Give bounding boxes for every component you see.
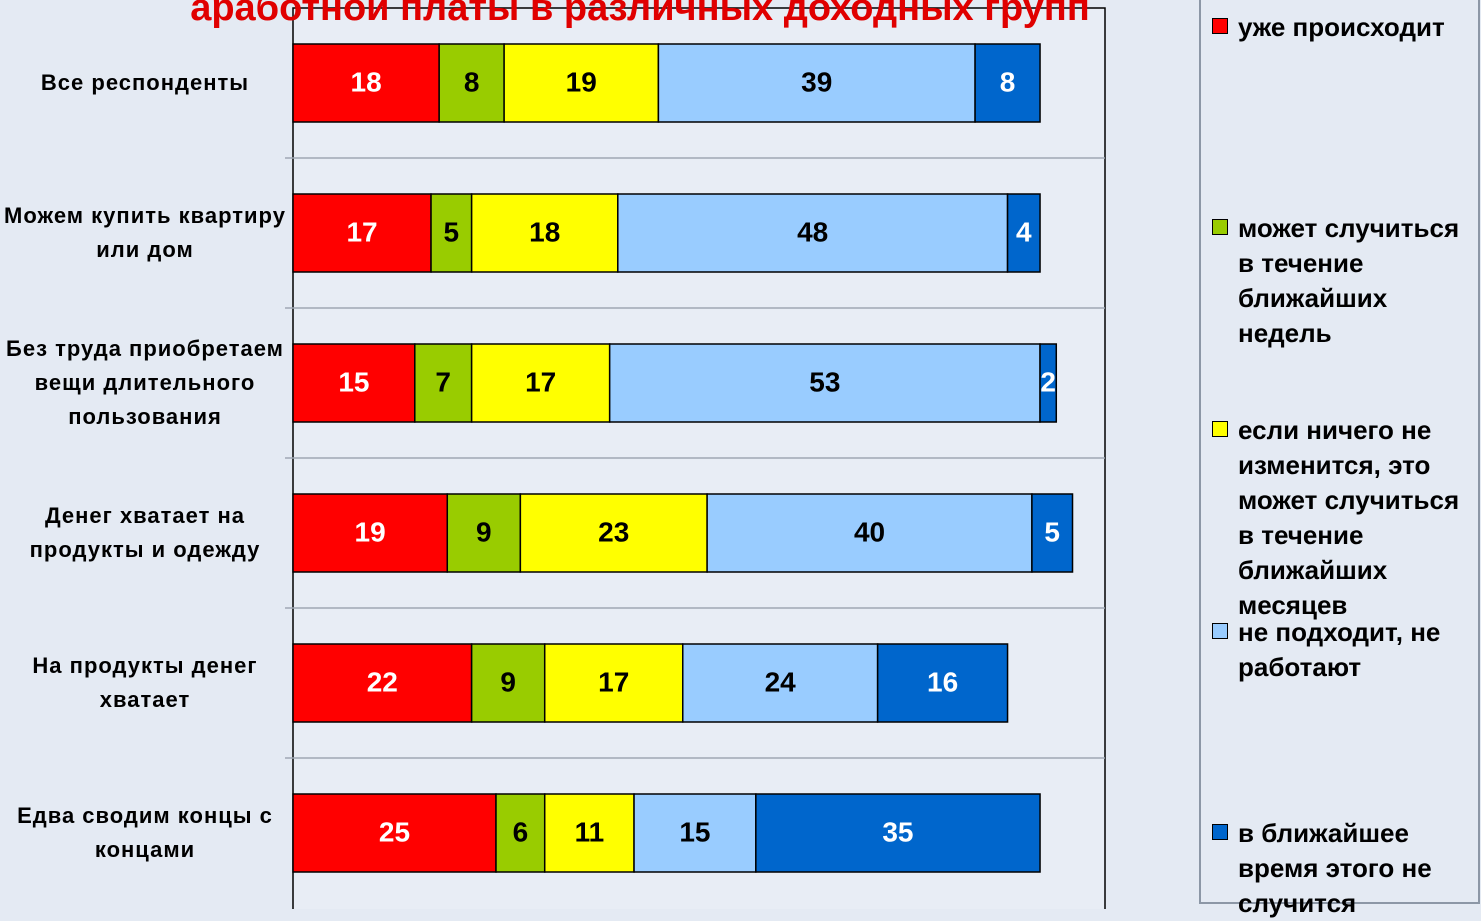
data-label: 6 [513,816,529,847]
bar-segment [1039,343,1058,423]
data-label: 17 [525,366,556,397]
data-label: 18 [351,66,382,97]
data-label: 25 [379,816,410,847]
data-label: 23 [598,516,629,547]
data-label: 15 [338,366,369,397]
bar-segment [292,493,449,573]
category-label: Можем купить квартиру или дом [4,203,286,262]
bar-segment [633,793,757,873]
bar-segment [414,343,473,423]
data-label: 7 [435,366,451,397]
legend [1199,0,1480,904]
legend-entry: если ничего не изменится, это может случ… [1210,413,1480,623]
data-label: 24 [765,666,797,697]
data-label: 17 [598,666,629,697]
bar-segment [470,193,619,273]
bar-segment [470,643,546,723]
legend-label: может случиться в течение ближайших неде… [1238,213,1460,348]
category-label: Все респонденты [40,70,250,95]
legend-swatch [1212,421,1228,437]
bar-segment [430,193,473,273]
category-label: Денег хватает на продукты и одежду [29,503,261,562]
data-label: 39 [801,66,832,97]
legend-label: уже происходит [1238,12,1445,42]
data-label: 8 [464,66,480,97]
bar-segment [876,643,1009,723]
data-label: 2 [1040,366,1056,397]
data-label: 4 [1016,216,1032,247]
data-label: 48 [797,216,828,247]
chart-title: аработной платы в различных доходных гру… [190,0,1090,29]
legend-label: не подходит, не работают [1238,617,1441,682]
bar-segment [495,793,546,873]
bar-segment [292,643,473,723]
bar-segment [706,493,1033,573]
category-label: Едва сводим концы с концами [17,803,273,862]
data-label: 11 [575,816,605,847]
data-label: 15 [679,816,710,847]
category-label: На продукты денег хватает [32,653,258,712]
data-label: 9 [476,516,492,547]
bar-segment [519,493,708,573]
data-label: 9 [500,666,516,697]
legend-swatch [1212,824,1228,840]
legend-entry: может случиться в течение ближайших неде… [1210,211,1480,351]
legend-swatch [1212,18,1228,34]
data-label: 35 [882,816,913,847]
legend-entry: не подходит, не работают [1210,615,1480,685]
legend-label: в ближайшее время этого не случится [1238,818,1432,918]
bar-segment [1006,193,1041,273]
data-label: 5 [444,216,460,247]
bar-segment [470,343,611,423]
legend-swatch [1212,219,1228,235]
data-label: 19 [566,66,597,97]
legend-entry: уже происходит [1210,10,1480,45]
bar-segment [755,793,1041,873]
bar-segment [543,643,684,723]
legend-swatch [1212,623,1228,639]
bar-segment [1031,493,1074,573]
data-label: 16 [927,666,958,697]
data-label: 17 [346,216,377,247]
bar-segment [292,43,440,123]
data-label: 18 [529,216,560,247]
category-label: Без труда приобретаем вещи длительного п… [6,336,284,429]
bar-segment [974,43,1041,123]
bar-segment [657,43,976,123]
data-label: 19 [355,516,386,547]
data-label: 53 [809,366,840,397]
data-label: 5 [1044,516,1060,547]
bar-segment [543,793,635,873]
bar-segment [292,793,497,873]
data-label: 8 [1000,66,1016,97]
bar-segment [608,343,1041,423]
data-label: 40 [854,516,885,547]
legend-label: если ничего не изменится, это может случ… [1238,415,1460,620]
data-label: 22 [367,666,398,697]
legend-entry: в ближайшее время этого не случится [1210,816,1480,921]
